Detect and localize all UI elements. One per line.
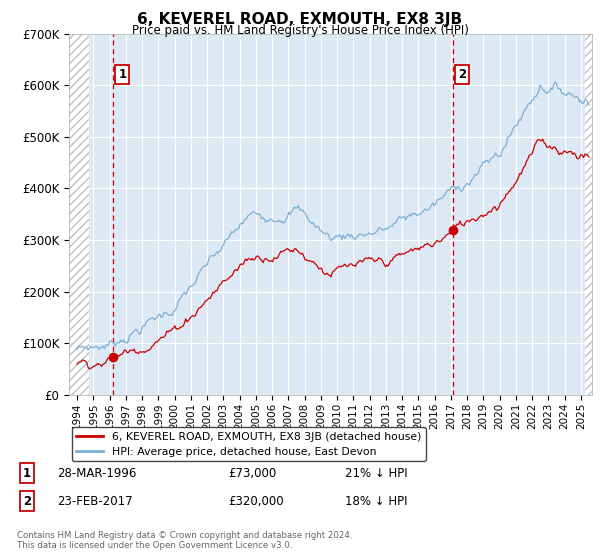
Text: £73,000: £73,000 xyxy=(228,466,276,480)
Bar xyxy=(69,34,89,395)
Text: Contains HM Land Registry data © Crown copyright and database right 2024.
This d: Contains HM Land Registry data © Crown c… xyxy=(17,530,352,550)
Text: 1: 1 xyxy=(118,68,127,81)
Text: 2: 2 xyxy=(458,68,466,81)
Text: £320,000: £320,000 xyxy=(228,494,284,508)
Text: 6, KEVEREL ROAD, EXMOUTH, EX8 3JB: 6, KEVEREL ROAD, EXMOUTH, EX8 3JB xyxy=(137,12,463,27)
Text: 23-FEB-2017: 23-FEB-2017 xyxy=(57,494,133,508)
Text: 2: 2 xyxy=(23,494,31,508)
Text: 28-MAR-1996: 28-MAR-1996 xyxy=(57,466,136,480)
Text: 18% ↓ HPI: 18% ↓ HPI xyxy=(345,494,407,508)
Legend: 6, KEVEREL ROAD, EXMOUTH, EX8 3JB (detached house), HPI: Average price, detached: 6, KEVEREL ROAD, EXMOUTH, EX8 3JB (detac… xyxy=(72,427,425,461)
Text: 21% ↓ HPI: 21% ↓ HPI xyxy=(345,466,407,480)
Text: Price paid vs. HM Land Registry's House Price Index (HPI): Price paid vs. HM Land Registry's House … xyxy=(131,24,469,37)
Text: 1: 1 xyxy=(23,466,31,480)
Bar xyxy=(585,34,592,395)
